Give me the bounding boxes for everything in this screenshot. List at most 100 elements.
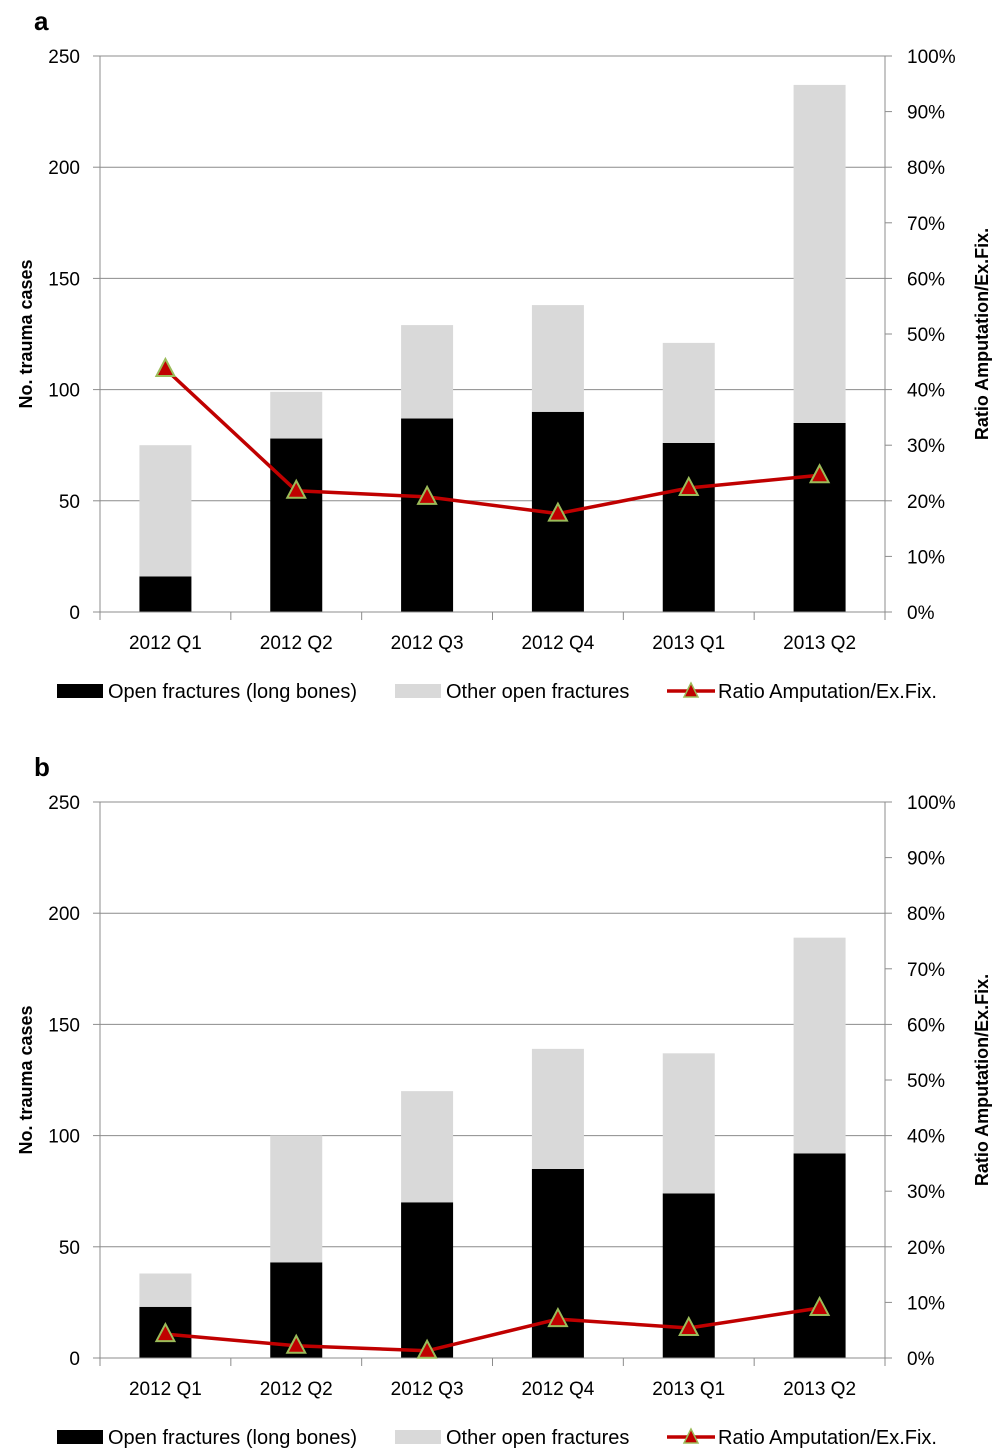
bar-open-fractures-long-bones — [662, 442, 715, 612]
legend-swatch-ratio-marker — [682, 1427, 700, 1444]
bar-other-open-fractures — [139, 1273, 192, 1307]
legend: Open fractures (long bones) Other open fr… — [57, 681, 937, 703]
y-tick-label-right: 30% — [907, 1182, 945, 1203]
x-tick-label: 2012 Q4 — [521, 1379, 594, 1400]
legend-swatch-ratio-marker — [682, 681, 700, 698]
y-tick-label-right: 100% — [907, 47, 956, 68]
bar-open-fractures-long-bones — [793, 422, 846, 612]
x-tick-label: 2012 Q4 — [521, 633, 594, 654]
y-tick-label-right: 0% — [907, 603, 935, 624]
bar-other-open-fractures — [401, 325, 454, 419]
y-tick-label-left: 100 — [48, 1127, 80, 1148]
bar-other-open-fractures — [401, 1091, 454, 1203]
y-axis-title-left: No. trauma cases — [16, 259, 36, 408]
plot-area: 0 50 100 150 200 250 0% 10% 20% 30% 40% 50% 60% 70% 80… — [48, 793, 955, 1400]
ratio-marker — [416, 484, 438, 505]
x-tick-label: 2012 Q2 — [260, 1379, 333, 1400]
y-tick-label-left: 150 — [48, 1015, 80, 1036]
bar-open-fractures-long-bones — [531, 1168, 584, 1358]
y-tick-label-right: 0% — [907, 1349, 935, 1370]
y-tick-label-right: 50% — [907, 325, 945, 346]
panel-label: b — [34, 752, 50, 782]
ratio-marker — [678, 475, 700, 497]
legend-swatch-open-fractures-long-bones — [57, 684, 103, 698]
x-tick-label: 2013 Q1 — [652, 1379, 725, 1400]
y-tick-label-left: 200 — [48, 158, 80, 179]
ratio-marker — [285, 1333, 307, 1354]
y-tick-label-right: 40% — [907, 381, 945, 402]
y-tick-label-left: 200 — [48, 904, 80, 925]
y-tick-label-right: 80% — [907, 904, 945, 925]
ratio-marker — [808, 1295, 831, 1316]
ratio-marker — [547, 501, 569, 522]
y-tick-label-right: 70% — [907, 960, 945, 981]
y-axis-title-left: No. trauma cases — [16, 1005, 36, 1154]
legend-label-other-open-fractures: Other open fractures — [446, 681, 629, 703]
bar-open-fractures-long-bones — [401, 1202, 454, 1358]
x-tick-label: 2013 Q2 — [783, 633, 856, 654]
y-tick-label-right: 90% — [907, 103, 945, 124]
y-axis-title-right: Ratio Amputation/Ex.Fix. — [972, 974, 992, 1186]
y-tick-label-right: 90% — [907, 849, 945, 870]
y-axis-title-right: Ratio Amputation/Ex.Fix. — [972, 228, 992, 440]
x-tick-label: 2012 Q1 — [129, 633, 202, 654]
bar-other-open-fractures — [270, 391, 323, 439]
legend-swatch-other-open-fractures — [395, 684, 441, 698]
ratio-marker — [808, 463, 831, 484]
x-tick-label: 2012 Q1 — [129, 1379, 202, 1400]
y-tick-label-left: 250 — [48, 793, 80, 814]
bar-open-fractures-long-bones — [270, 438, 323, 612]
y-tick-label-right: 60% — [907, 1015, 945, 1036]
ratio-marker — [154, 356, 177, 378]
bar-open-fractures-long-bones — [793, 1153, 846, 1358]
ratio-marker — [547, 1306, 569, 1328]
y-tick-label-right: 40% — [907, 1127, 945, 1148]
y-tick-label-left: 100 — [48, 381, 80, 402]
bar-other-open-fractures — [531, 1048, 584, 1169]
ratio-marker — [154, 1321, 177, 1343]
legend-label-ratio: Ratio Amputation/Ex.Fix. — [718, 681, 937, 703]
legend-label-open-fractures-long-bones: Open fractures (long bones) — [108, 681, 357, 703]
y-tick-label-left: 50 — [59, 1238, 80, 1259]
bar-other-open-fractures — [662, 342, 715, 443]
y-tick-label-left: 150 — [48, 269, 80, 290]
ratio-line — [164, 367, 820, 516]
bar-other-open-fractures — [139, 445, 192, 577]
y-tick-label-left: 250 — [48, 47, 80, 68]
bar-other-open-fractures — [531, 305, 584, 412]
ratio-marker — [678, 1315, 700, 1336]
bar-open-fractures-long-bones — [139, 576, 192, 612]
legend-label-ratio: Ratio Amputation/Ex.Fix. — [718, 1427, 937, 1449]
y-tick-label-right: 10% — [907, 547, 945, 568]
bar-other-open-fractures — [793, 937, 846, 1154]
ratio-marker — [416, 1338, 438, 1359]
legend-label-other-open-fractures: Other open fractures — [446, 1427, 629, 1449]
legend-swatch-open-fractures-long-bones — [57, 1430, 103, 1444]
ratio-line — [165, 1306, 820, 1353]
y-tick-label-right: 50% — [907, 1071, 945, 1092]
legend-label-open-fractures-long-bones: Open fractures (long bones) — [108, 1427, 357, 1449]
y-tick-label-right: 10% — [907, 1293, 945, 1314]
bar-other-open-fractures — [270, 1135, 323, 1263]
y-tick-label-left: 50 — [59, 492, 80, 513]
bar-other-open-fractures — [793, 84, 846, 423]
y-tick-label-right: 20% — [907, 492, 945, 513]
y-tick-label-right: 20% — [907, 1238, 945, 1259]
x-tick-label: 2012 Q2 — [260, 633, 333, 654]
y-tick-label-right: 30% — [907, 436, 945, 457]
y-tick-label-right: 60% — [907, 269, 945, 290]
y-tick-label-left: 0 — [69, 603, 80, 624]
x-tick-label: 2013 Q2 — [783, 1379, 856, 1400]
y-tick-label-right: 100% — [907, 793, 956, 814]
y-tick-label-right: 80% — [907, 158, 945, 179]
legend: Open fractures (long bones) Other open fr… — [57, 1427, 937, 1449]
bar-open-fractures-long-bones — [401, 418, 454, 612]
ratio-marker — [285, 478, 307, 499]
plot-area: 0 50 100 150 200 250 0% 10% 20% 30% 40% 50% 60% 70% 80… — [48, 47, 955, 654]
y-tick-label-left: 0 — [69, 1349, 80, 1370]
chart-panel-a: a No. trauma cases Ratio Amputation/Ex.F… — [16, 6, 992, 703]
bar-other-open-fractures — [662, 1053, 715, 1194]
chart-panel-b: b No. trauma cases Ratio Amputation/Ex.F… — [16, 752, 992, 1449]
x-tick-label: 2012 Q3 — [391, 1379, 464, 1400]
y-tick-label-right: 70% — [907, 214, 945, 235]
